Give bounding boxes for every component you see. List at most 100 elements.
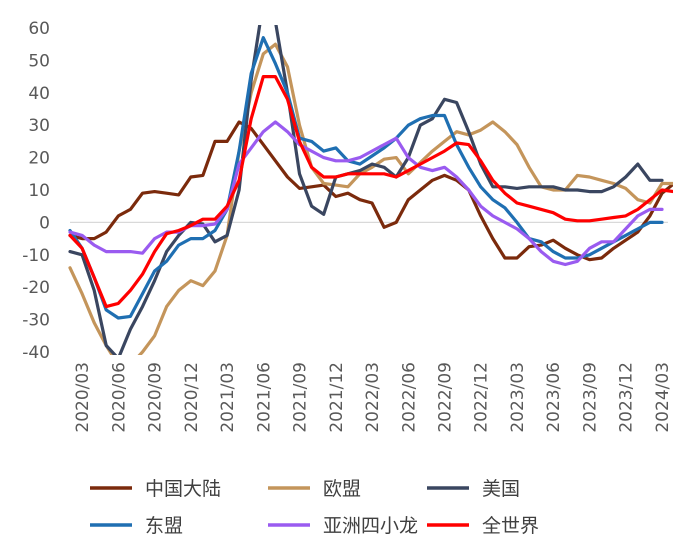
data-point [576,253,579,256]
legend-item-3: 东盟 [90,515,183,537]
data-point [431,114,434,117]
data-point [370,172,374,175]
data-point [443,149,446,153]
data-point [141,305,144,308]
data-point [660,192,664,195]
data-point [310,185,313,188]
data-point [105,305,108,308]
data-point [503,221,507,224]
data-point [443,166,446,169]
data-point [660,179,664,182]
data-point [80,292,84,295]
data-point [274,20,276,22]
data-point [358,162,362,166]
x-tick-label: 2023/06 [544,362,564,433]
series-line [68,36,664,320]
data-point [515,201,519,205]
series-5 [68,74,673,309]
data-point [93,289,96,292]
data-point [68,230,72,234]
y-tick-label: 50 [28,51,50,71]
data-point [286,98,289,101]
data-point [298,124,301,127]
data-point [213,229,217,232]
data-point [576,174,579,177]
data-point [274,120,277,124]
data-point [129,289,132,292]
data-point [93,243,96,247]
data-point [250,146,253,150]
legend-item-4: 亚洲四小龙 [268,515,418,537]
data-point [395,137,398,140]
x-tick-label: 2020/06 [109,362,129,433]
data-point [479,205,482,208]
data-point [624,239,627,242]
data-point [527,245,531,248]
data-point [129,364,131,366]
data-point [225,140,229,143]
data-point [648,208,652,211]
data-point [600,256,603,260]
data-point [334,183,337,187]
legend-label: 东盟 [145,515,183,537]
data-point [105,230,108,234]
data-point [624,234,627,237]
series-lines [68,20,673,366]
data-point [515,256,519,260]
data-point [189,237,192,240]
data-point [298,187,301,190]
data-point [310,149,313,153]
data-point [612,216,615,219]
data-point [298,172,301,175]
data-point [443,114,446,117]
data-point [648,201,652,205]
data-point [250,72,253,75]
data-point [237,162,241,166]
data-point [467,143,470,146]
data-point [358,172,362,175]
data-point [93,321,96,324]
data-point [129,315,132,318]
data-point [576,188,579,192]
data-point [346,192,350,195]
data-point [117,316,120,320]
data-point [382,143,386,146]
data-point [274,62,277,65]
data-point [660,182,664,185]
data-point [552,185,555,188]
data-point [600,179,603,182]
data-point [455,101,458,104]
data-point [153,269,156,273]
data-point [552,250,555,253]
legend-label: 中国大陆 [145,478,221,500]
data-point [201,237,205,240]
data-point [672,190,673,193]
data-point [165,232,168,235]
data-point [262,75,265,78]
data-point [515,187,519,190]
data-point [262,52,265,56]
series-2 [68,20,664,355]
data-point [201,218,205,221]
y-tick-label: 60 [28,19,50,39]
data-point [624,187,627,190]
y-tick-label: 30 [28,116,50,136]
x-tick-label: 2022/12 [472,362,492,433]
legend-label: 美国 [482,478,520,500]
data-point [419,188,422,192]
data-point [310,140,313,143]
data-point [455,130,458,133]
data-point [322,149,325,153]
data-point [213,240,217,243]
data-point [564,218,567,221]
x-tick-label: 2022/09 [436,362,456,433]
data-point [213,269,217,273]
data-point [588,258,591,261]
legend: 中国大陆 欧盟 美国 东盟 亚洲四小龙 全世界 [90,478,539,537]
series-1 [68,42,673,366]
x-tick-label: 2020/03 [73,362,93,433]
data-point [564,256,567,260]
data-point [636,230,639,234]
data-point [503,185,507,188]
